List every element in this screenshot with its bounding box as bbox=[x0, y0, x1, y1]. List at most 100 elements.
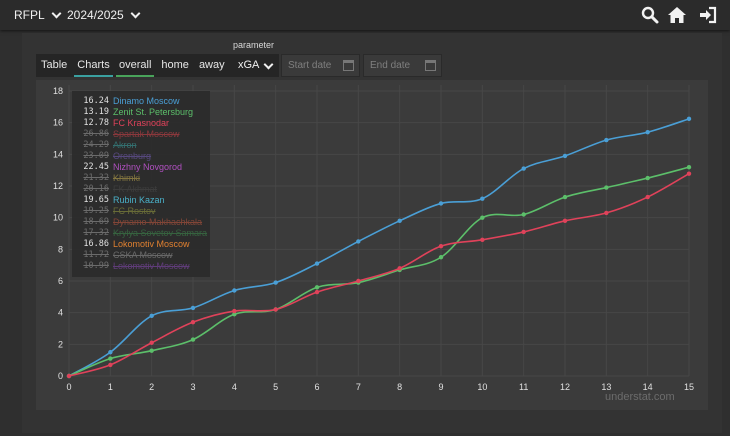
data-point-zenit-st-petersburg[interactable] bbox=[521, 212, 526, 217]
data-point-dinamo-moscow[interactable] bbox=[521, 166, 526, 171]
legend-value: 17.32 bbox=[83, 228, 109, 238]
legend-team-name: Lokomotiv Moscow bbox=[113, 261, 190, 271]
data-point-dinamo-moscow[interactable] bbox=[356, 239, 361, 244]
parameter-value: xGA bbox=[238, 59, 260, 71]
data-point-dinamo-moscow[interactable] bbox=[108, 350, 113, 355]
legend-item[interactable]: 17.32 Krylya Sovetov Samara bbox=[72, 228, 210, 239]
data-point-fc-krasnodar[interactable] bbox=[604, 210, 609, 216]
legend-item[interactable]: 26.86 Spartak Moscow bbox=[72, 129, 210, 140]
tab-charts[interactable]: Charts bbox=[72, 54, 114, 77]
legend-team-name: CSKA Moscow bbox=[113, 250, 173, 260]
data-point-fc-krasnodar[interactable] bbox=[273, 307, 278, 312]
data-point-zenit-st-petersburg[interactable] bbox=[314, 285, 320, 290]
start-date-input[interactable]: Start date bbox=[281, 54, 360, 77]
parameter-label: parameter bbox=[233, 40, 275, 50]
data-point-zenit-st-petersburg[interactable] bbox=[562, 194, 568, 200]
legend-team-name: Spartak Moscow bbox=[113, 129, 180, 139]
parameter-select[interactable]: xGA bbox=[229, 54, 279, 77]
data-point-fc-krasnodar[interactable] bbox=[480, 237, 485, 243]
legend-team-name: Lokomotiv Moscow bbox=[113, 239, 190, 249]
legend-item[interactable]: 18.69 Dynamo Makhachkala bbox=[72, 217, 210, 228]
data-point-fc-krasnodar[interactable] bbox=[190, 319, 196, 325]
data-point-dinamo-moscow[interactable] bbox=[604, 137, 609, 143]
data-point-dinamo-moscow[interactable] bbox=[438, 201, 444, 206]
data-point-dinamo-moscow[interactable] bbox=[645, 129, 650, 135]
data-point-zenit-st-petersburg[interactable] bbox=[149, 348, 154, 353]
legend-item[interactable]: 12.78 FC Krasnodar bbox=[72, 118, 210, 129]
legend-team-name: FK Akhmat bbox=[113, 184, 158, 194]
data-point-zenit-st-petersburg[interactable] bbox=[686, 164, 692, 170]
legend-item[interactable]: 16.86 Lokomotiv Moscow bbox=[72, 239, 210, 250]
data-point-dinamo-moscow[interactable] bbox=[397, 218, 402, 224]
tab-overall[interactable]: overall bbox=[114, 54, 156, 77]
series-line-zenit-st-petersburg[interactable] bbox=[68, 166, 690, 377]
legend-team-name: Rubin Kazan bbox=[113, 195, 165, 205]
calendar-icon[interactable] bbox=[343, 60, 354, 71]
data-point-dinamo-moscow[interactable] bbox=[686, 116, 692, 122]
data-point-zenit-st-petersburg[interactable] bbox=[645, 175, 650, 181]
tab-away[interactable]: away bbox=[198, 59, 225, 71]
legend-item[interactable]: 11.72 CSKA Moscow bbox=[72, 250, 210, 261]
data-point-fc-krasnodar[interactable] bbox=[149, 340, 154, 345]
legend-item[interactable]: 23.09 Orenburg bbox=[72, 151, 210, 162]
data-point-zenit-st-petersburg[interactable] bbox=[232, 312, 237, 317]
data-point-fc-krasnodar[interactable] bbox=[66, 373, 72, 379]
data-point-dinamo-moscow[interactable] bbox=[273, 280, 278, 285]
legend-value: 26.86 bbox=[83, 129, 109, 139]
legend-item[interactable]: 19.65 Rubin Kazan bbox=[72, 195, 210, 206]
sign-in-icon[interactable] bbox=[698, 5, 718, 25]
legend-item[interactable]: 19.25 FC Rostov bbox=[72, 206, 210, 217]
season-select[interactable]: 2024/2025 bbox=[67, 8, 141, 22]
data-point-zenit-st-petersburg[interactable] bbox=[438, 255, 444, 260]
data-point-dinamo-moscow[interactable] bbox=[562, 153, 568, 159]
data-point-fc-krasnodar[interactable] bbox=[108, 362, 113, 368]
data-point-dinamo-moscow[interactable] bbox=[314, 261, 320, 266]
legend-item[interactable]: 16.24 Dinamo Moscow bbox=[72, 96, 210, 107]
legend-item[interactable]: 13.19 Zenit St. Petersburg bbox=[72, 107, 210, 118]
data-point-zenit-st-petersburg[interactable] bbox=[108, 356, 113, 361]
watermark: understat.com bbox=[605, 391, 675, 403]
data-point-dinamo-moscow[interactable] bbox=[149, 313, 154, 319]
legend-value: 13.19 bbox=[83, 107, 109, 117]
league-select[interactable]: RFPL bbox=[14, 8, 62, 22]
data-point-dinamo-moscow[interactable] bbox=[190, 305, 196, 311]
series-line-dinamo-moscow[interactable] bbox=[68, 118, 690, 377]
search-icon[interactable] bbox=[640, 5, 660, 25]
data-point-fc-krasnodar[interactable] bbox=[356, 278, 361, 284]
series-line-fc-krasnodar[interactable] bbox=[68, 172, 690, 377]
data-point-zenit-st-petersburg[interactable] bbox=[604, 185, 609, 190]
legend-item[interactable]: 22.45 Nizhny Novgorod bbox=[72, 162, 210, 173]
end-date-input[interactable]: End date bbox=[363, 54, 442, 77]
tab-home[interactable]: home bbox=[161, 59, 189, 71]
legend-value: 11.72 bbox=[83, 250, 109, 260]
data-point-zenit-st-petersburg[interactable] bbox=[480, 215, 485, 220]
data-point-fc-krasnodar[interactable] bbox=[521, 229, 526, 235]
legend-value: 16.86 bbox=[83, 239, 109, 249]
legend-item[interactable]: 24.29 Akron bbox=[72, 140, 210, 151]
data-point-fc-krasnodar[interactable] bbox=[232, 308, 237, 314]
legend-item[interactable]: 10.99 Lokomotiv Moscow bbox=[72, 261, 210, 272]
legend-value: 20.16 bbox=[83, 184, 109, 194]
chevron-down-icon bbox=[263, 59, 274, 70]
legend-item[interactable]: 21.32 Khimki bbox=[72, 173, 210, 184]
calendar-icon[interactable] bbox=[425, 60, 436, 71]
legend-team-name: FC Rostov bbox=[113, 206, 156, 216]
tab-table[interactable]: Table bbox=[41, 59, 68, 71]
data-point-zenit-st-petersburg[interactable] bbox=[190, 337, 196, 342]
data-point-fc-krasnodar[interactable] bbox=[314, 289, 320, 295]
data-point-dinamo-moscow[interactable] bbox=[480, 196, 485, 201]
legend-value: 23.09 bbox=[83, 151, 109, 161]
chevron-down-icon bbox=[130, 8, 141, 18]
end-date-placeholder: End date bbox=[370, 60, 411, 71]
data-point-fc-krasnodar[interactable] bbox=[438, 243, 444, 249]
data-point-fc-krasnodar[interactable] bbox=[397, 266, 402, 271]
legend-item[interactable]: 20.16 FK Akhmat bbox=[72, 184, 210, 195]
home-icon[interactable] bbox=[667, 5, 687, 25]
league-label: RFPL bbox=[14, 8, 45, 22]
data-point-fc-krasnodar[interactable] bbox=[686, 171, 692, 176]
legend-value: 16.24 bbox=[83, 96, 109, 106]
data-point-dinamo-moscow[interactable] bbox=[232, 288, 237, 293]
data-point-fc-krasnodar[interactable] bbox=[645, 194, 650, 200]
data-point-fc-krasnodar[interactable] bbox=[562, 218, 568, 224]
start-date-placeholder: Start date bbox=[288, 60, 332, 71]
